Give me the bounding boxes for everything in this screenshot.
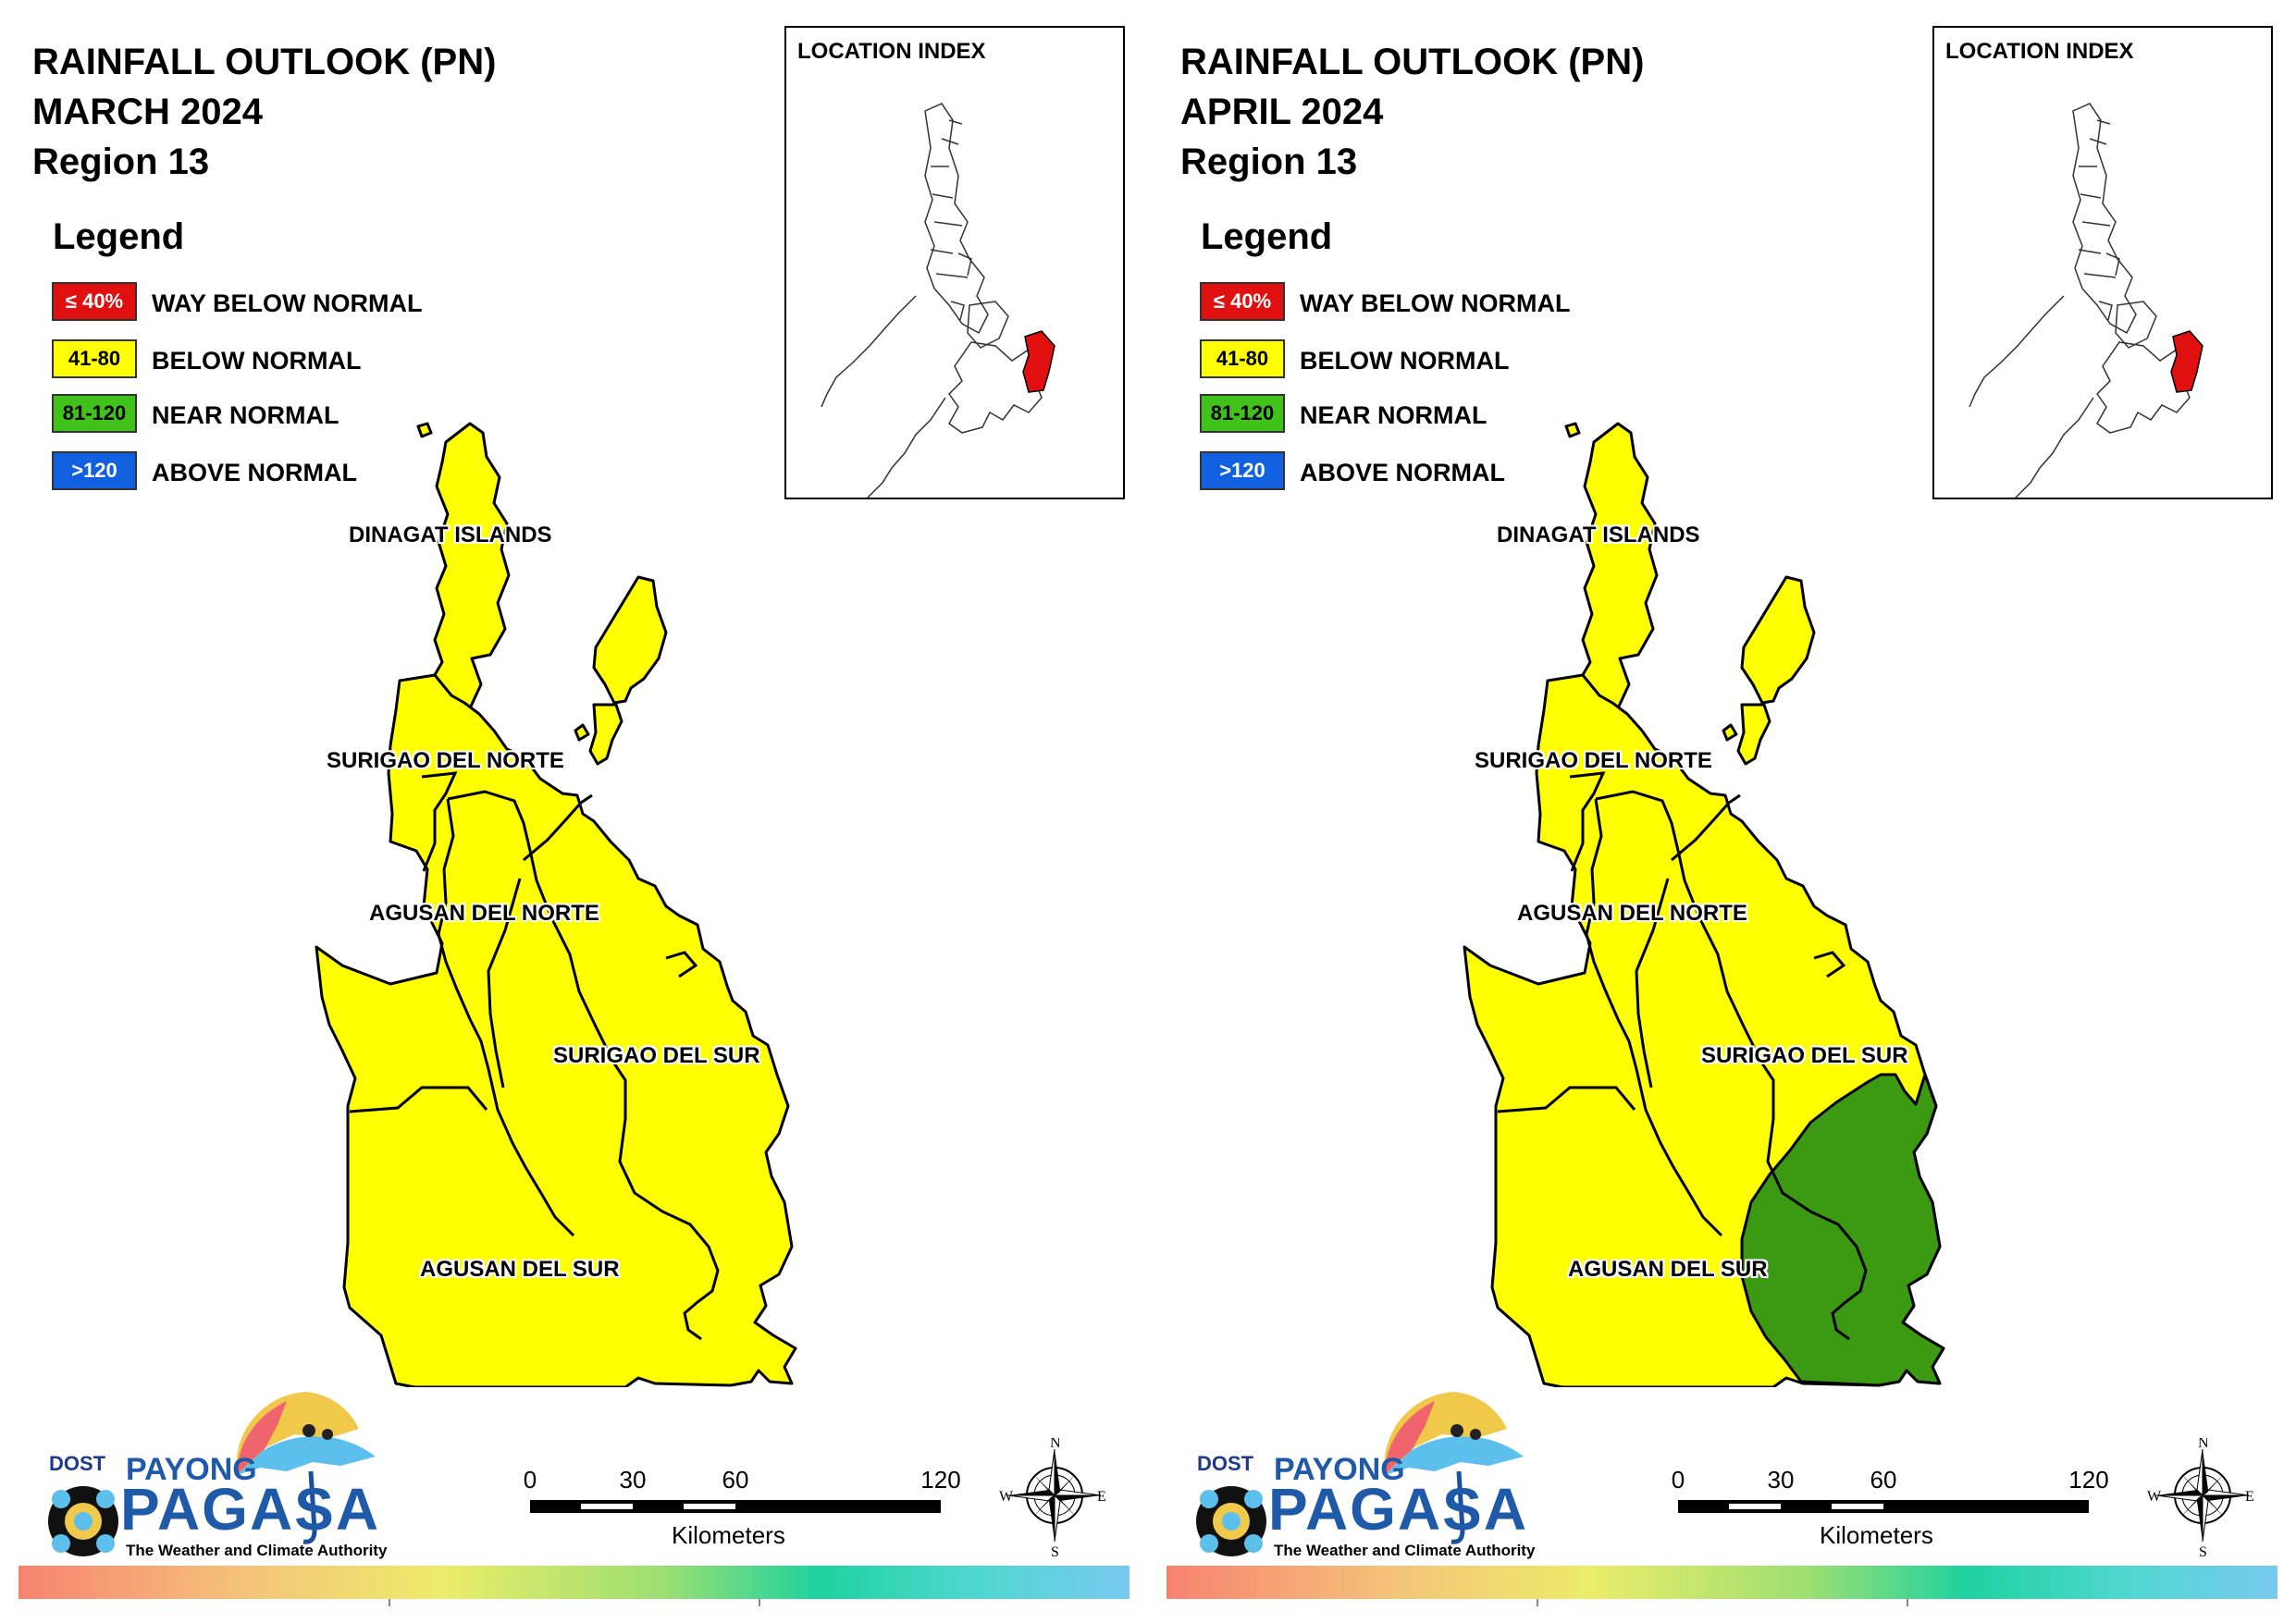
compass-rose-icon: N S E W [2147,1435,2258,1560]
location-index-inset: LOCATION INDEX [784,26,1125,499]
legend-label: NEAR NORMAL [1300,401,1487,429]
legend-label: WAY BELOW NORMAL [1300,289,1571,317]
compass-w: W [2147,1489,2162,1505]
compass-e: E [1097,1489,1106,1505]
logo-payong: PAYONG [1274,1452,1405,1487]
scale-bar-graphic [530,1500,941,1513]
legend-swatch: 81-120 [52,394,137,433]
scale-tick: 120 [2068,1466,2109,1494]
logo-dost: DOST [1197,1452,1254,1475]
legend-swatch: 41-80 [1200,339,1285,378]
title-line-2: MARCH 2024 [32,92,263,132]
scale-unit: Kilometers [1820,1521,1933,1549]
scale-tick: 60 [1870,1466,1897,1494]
compass-s: S [2199,1544,2207,1558]
legend-swatch: 41-80 [52,339,137,378]
map-title: RAINFALL OUTLOOK (PN) MARCH 2024 Region … [32,37,496,187]
footer-color-strip [1167,1566,2277,1599]
title-line-3: Region 13 [32,141,210,182]
compass-n: N [1050,1438,1061,1451]
legend-swatch: >120 [52,451,137,490]
compass-w: W [999,1489,1014,1505]
label-surigao-del-norte: SURIGAO DEL NORTE [327,748,564,773]
title-line-1: RAINFALL OUTLOOK (PN) [32,42,497,82]
compass-n: N [2198,1438,2209,1451]
logo-dost: DOST [49,1452,106,1475]
label-agusan-del-sur: AGUSAN DEL SUR [420,1257,620,1282]
panel-march: RAINFALL OUTLOOK (PN) MARCH 2024 Region … [19,26,1129,1606]
payong-pagasa-logo: DOST PAYONG PAGASA The Weather and Clima… [35,1392,388,1559]
legend-swatch: ≤ 40% [1200,282,1285,321]
compass-rose-icon: N S E W [999,1435,1110,1560]
scale-bar: 0 30 60 120 Kilometers [523,1466,969,1558]
scale-unit: Kilometers [672,1521,785,1549]
philippines-outline-map [1969,103,2203,498]
footer-color-strip [19,1566,1129,1599]
legend-label: ABOVE NORMAL [152,459,357,486]
location-index-title: LOCATION INDEX [1945,39,2134,64]
region-13-map [1463,422,1945,1387]
label-dinagat-islands: DINAGAT ISLANDS [1497,523,1700,547]
strip-tick [389,1599,390,1606]
logo-pagasa: PAGASA [1268,1476,1529,1543]
umbrella-icon [48,1392,376,1556]
scale-tick: 0 [1671,1466,1685,1494]
legend-label: BELOW NORMAL [1300,347,1510,375]
compass-s: S [1051,1544,1059,1558]
scale-bar-graphic [1678,1500,2089,1513]
strip-tick [1907,1599,1908,1606]
scale-tick: 120 [920,1466,961,1494]
legend-title: Legend [1201,216,1333,257]
legend-label: ABOVE NORMAL [1300,459,1505,486]
logo-payong: PAYONG [126,1452,257,1487]
logo-pagasa: PAGASA [120,1476,381,1543]
label-surigao-del-sur: SURIGAO DEL SUR [1701,1043,1908,1068]
legend-swatch: 81-120 [1200,394,1285,433]
scale-tick: 30 [1767,1466,1795,1494]
label-dinagat-islands: DINAGAT ISLANDS [349,523,552,547]
legend-label: BELOW NORMAL [152,347,362,375]
legend-label: WAY BELOW NORMAL [152,289,423,317]
panel-april: RAINFALL OUTLOOK (PN) APRIL 2024 Region … [1148,0,2296,1623]
title-line-3: Region 13 [1180,141,1358,182]
logo-tagline: The Weather and Climate Authority [126,1542,388,1559]
label-surigao-del-sur: SURIGAO DEL SUR [553,1043,760,1068]
legend-title: Legend [53,216,185,257]
legend-swatch: >120 [1200,451,1285,490]
scale-tick: 60 [722,1466,749,1494]
umbrella-icon [1196,1392,1524,1556]
scale-tick: 30 [619,1466,647,1494]
legend-label: NEAR NORMAL [152,401,339,429]
strip-tick [1537,1599,1538,1606]
scale-bar: 0 30 60 120 Kilometers [1671,1466,2117,1558]
scale-tick: 0 [523,1466,537,1494]
region-13-map [315,422,797,1387]
legend-swatch: ≤ 40% [52,282,137,321]
map-title: RAINFALL OUTLOOK (PN) APRIL 2024 Region … [1180,37,1644,187]
location-index-title: LOCATION INDEX [797,39,986,64]
label-agusan-del-norte: AGUSAN DEL NORTE [369,901,599,926]
logo-tagline: The Weather and Climate Authority [1274,1542,1536,1559]
title-line-2: APRIL 2024 [1180,92,1384,132]
title-line-1: RAINFALL OUTLOOK (PN) [1180,42,1645,82]
payong-pagasa-logo: DOST PAYONG PAGASA The Weather and Clima… [1183,1392,1536,1559]
label-agusan-del-norte: AGUSAN DEL NORTE [1517,901,1747,926]
location-index-inset: LOCATION INDEX [1932,26,2273,499]
philippines-outline-map [821,103,1055,498]
label-agusan-del-sur: AGUSAN DEL SUR [1568,1257,1768,1282]
strip-tick [759,1599,760,1606]
compass-e: E [2245,1489,2254,1505]
label-surigao-del-norte: SURIGAO DEL NORTE [1475,748,1712,773]
